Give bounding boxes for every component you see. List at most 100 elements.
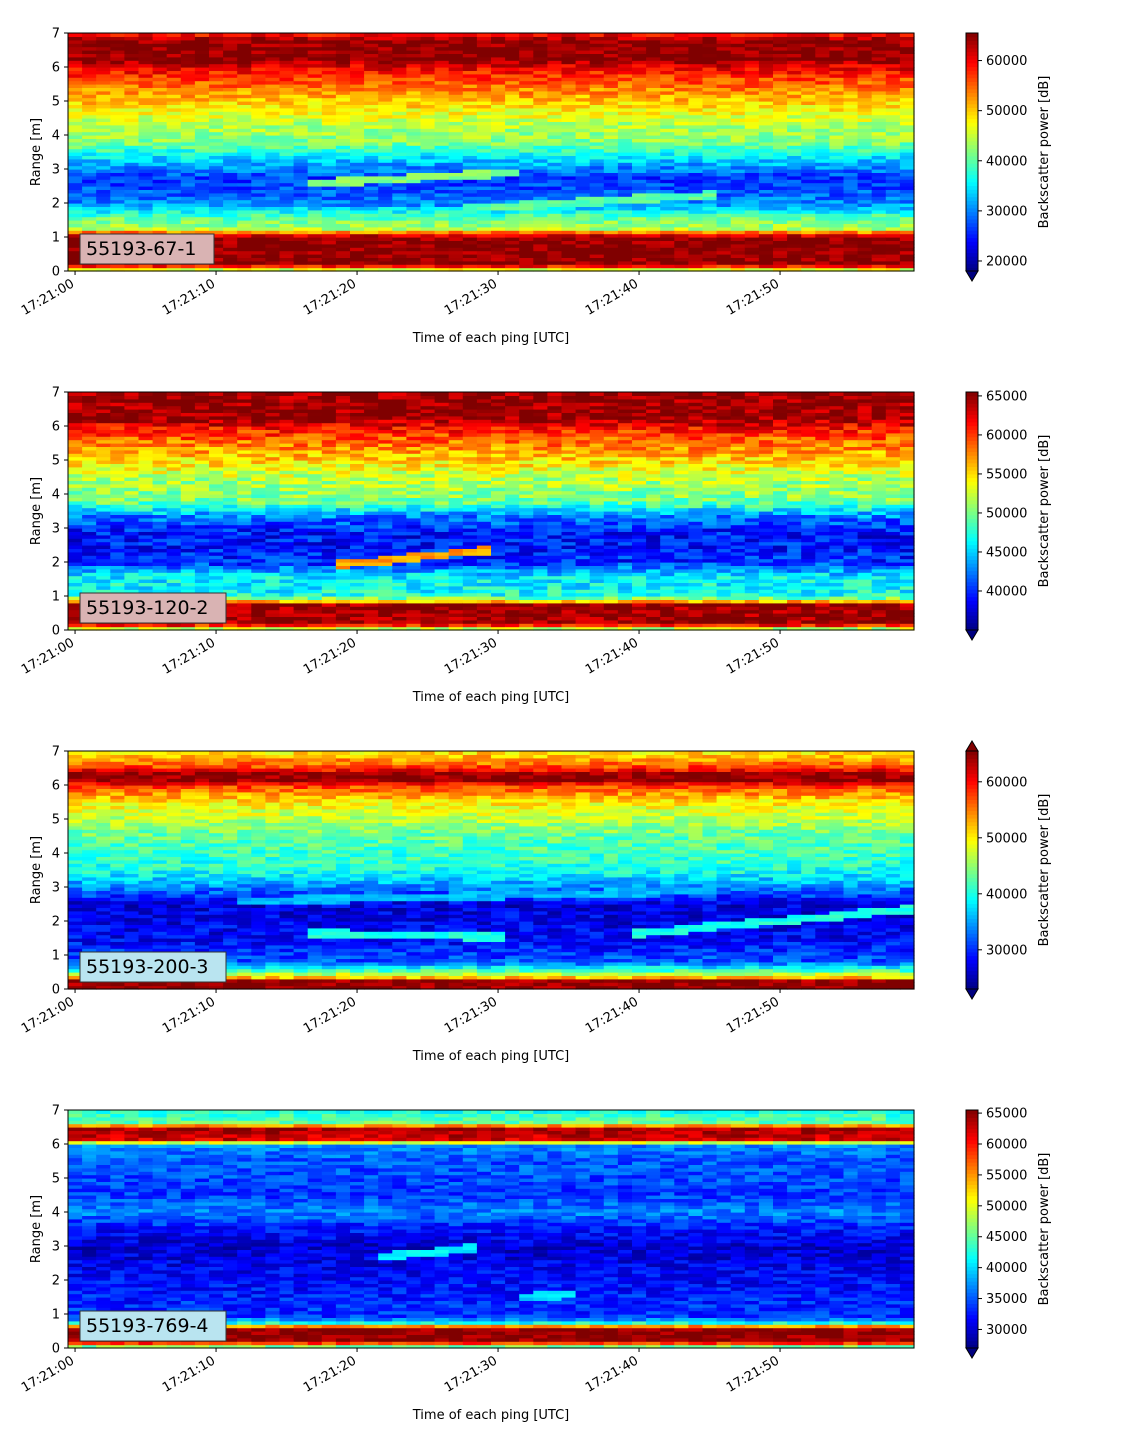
heatmap-cell (787, 165, 802, 170)
heatmap-cell (603, 223, 619, 228)
heatmap-cell (857, 243, 873, 248)
heatmap-cell (138, 230, 154, 235)
heatmap-cell (462, 131, 478, 136)
heatmap-cell (350, 230, 365, 235)
heatmap-cell (279, 53, 295, 58)
heatmap-cell (829, 94, 845, 99)
heatmap-cell (124, 77, 140, 82)
heatmap-cell (758, 162, 774, 167)
heatmap-cell (166, 517, 182, 522)
heatmap-cell (364, 67, 379, 71)
heatmap-cell (251, 152, 266, 156)
heatmap-cell (180, 152, 196, 156)
heatmap-cell (378, 63, 393, 68)
heatmap-cell (223, 50, 238, 54)
heatmap-cell (843, 250, 859, 255)
heatmap-cell (519, 70, 534, 75)
heatmap-cell (547, 250, 563, 255)
heatmap-cell (744, 121, 760, 126)
heatmap-cell (815, 50, 830, 54)
heatmap-cell (223, 165, 238, 170)
heatmap-cell (801, 53, 816, 58)
heatmap-cell (307, 63, 323, 68)
heatmap-cell (462, 124, 478, 129)
heatmap-cell (688, 216, 704, 221)
heatmap-cell (406, 257, 422, 262)
heatmap-cell (871, 63, 887, 68)
heatmap-cell (378, 254, 393, 258)
heatmap-cell (124, 186, 140, 190)
heatmap-cell (505, 121, 520, 126)
heatmap-cell (603, 104, 619, 109)
heatmap-cell (180, 33, 196, 37)
heatmap-cell (533, 226, 548, 231)
heatmap-cell (702, 67, 718, 71)
heatmap-cell (68, 128, 83, 133)
heatmap-cell (68, 247, 83, 252)
heatmap-cell (491, 107, 506, 112)
heatmap-cell (829, 145, 845, 150)
heatmap-cell (533, 53, 548, 58)
heatmap-cell (110, 548, 125, 553)
heatmap-cell (265, 148, 281, 153)
heatmap-cell (96, 162, 111, 167)
heatmap-cell (744, 162, 760, 167)
heatmap-cell (702, 36, 718, 41)
heatmap-cell (293, 196, 309, 201)
heatmap-cell (575, 128, 591, 133)
heatmap-cell (885, 264, 901, 269)
heatmap-cell (180, 46, 196, 51)
heatmap-cell (519, 158, 534, 163)
heatmap-cell (265, 233, 281, 238)
heatmap-cell (96, 145, 111, 150)
heatmap-cell (279, 182, 295, 187)
heatmap-cell (194, 97, 210, 102)
heatmap-cell (462, 97, 478, 102)
heatmap-cell (617, 101, 633, 105)
heatmap-cell (462, 77, 478, 82)
heatmap-cell (674, 50, 689, 54)
heatmap-cell (674, 155, 689, 160)
heatmap-cell (152, 568, 168, 573)
heatmap-cell (364, 240, 379, 245)
heatmap-cell (152, 392, 168, 396)
heatmap-cell (660, 63, 675, 68)
heatmap-cell (237, 97, 252, 102)
heatmap-cell (462, 36, 478, 41)
heatmap-cell (519, 203, 534, 207)
heatmap-cell (589, 33, 605, 37)
heatmap-cell (575, 56, 591, 61)
heatmap-cell (716, 223, 732, 228)
heatmap-cell (321, 257, 337, 262)
heatmap-cell (758, 138, 774, 143)
heatmap-cell (110, 220, 125, 224)
heatmap-cell (335, 124, 351, 129)
heatmap-cell (209, 121, 224, 126)
heatmap-cell (138, 209, 154, 214)
heatmap-cell (82, 487, 97, 492)
y-tick-label: 7 (52, 27, 60, 42)
heatmap-cell (194, 497, 210, 502)
heatmap-cell (223, 97, 238, 102)
heatmap-cell (857, 158, 873, 163)
heatmap-cell (251, 155, 266, 160)
heatmap-cell (575, 162, 591, 167)
heatmap-cell (815, 131, 830, 136)
heatmap-cell (744, 56, 760, 61)
heatmap-cell (166, 555, 182, 560)
heatmap-cell (82, 36, 97, 41)
heatmap-cell (138, 446, 154, 451)
heatmap-cell (758, 94, 774, 99)
heatmap-cell (209, 118, 224, 122)
heatmap-cell (321, 121, 337, 126)
heatmap-cell (561, 192, 577, 197)
heatmap-cell (68, 592, 83, 597)
heatmap-cell (674, 257, 689, 262)
colorbar-step (966, 237, 978, 242)
heatmap-cell (82, 169, 97, 173)
heatmap-cell (462, 155, 478, 160)
heatmap-cell (350, 97, 365, 102)
heatmap-cell (871, 84, 887, 88)
heatmap-cell (166, 470, 182, 475)
heatmap-cell (505, 138, 520, 143)
